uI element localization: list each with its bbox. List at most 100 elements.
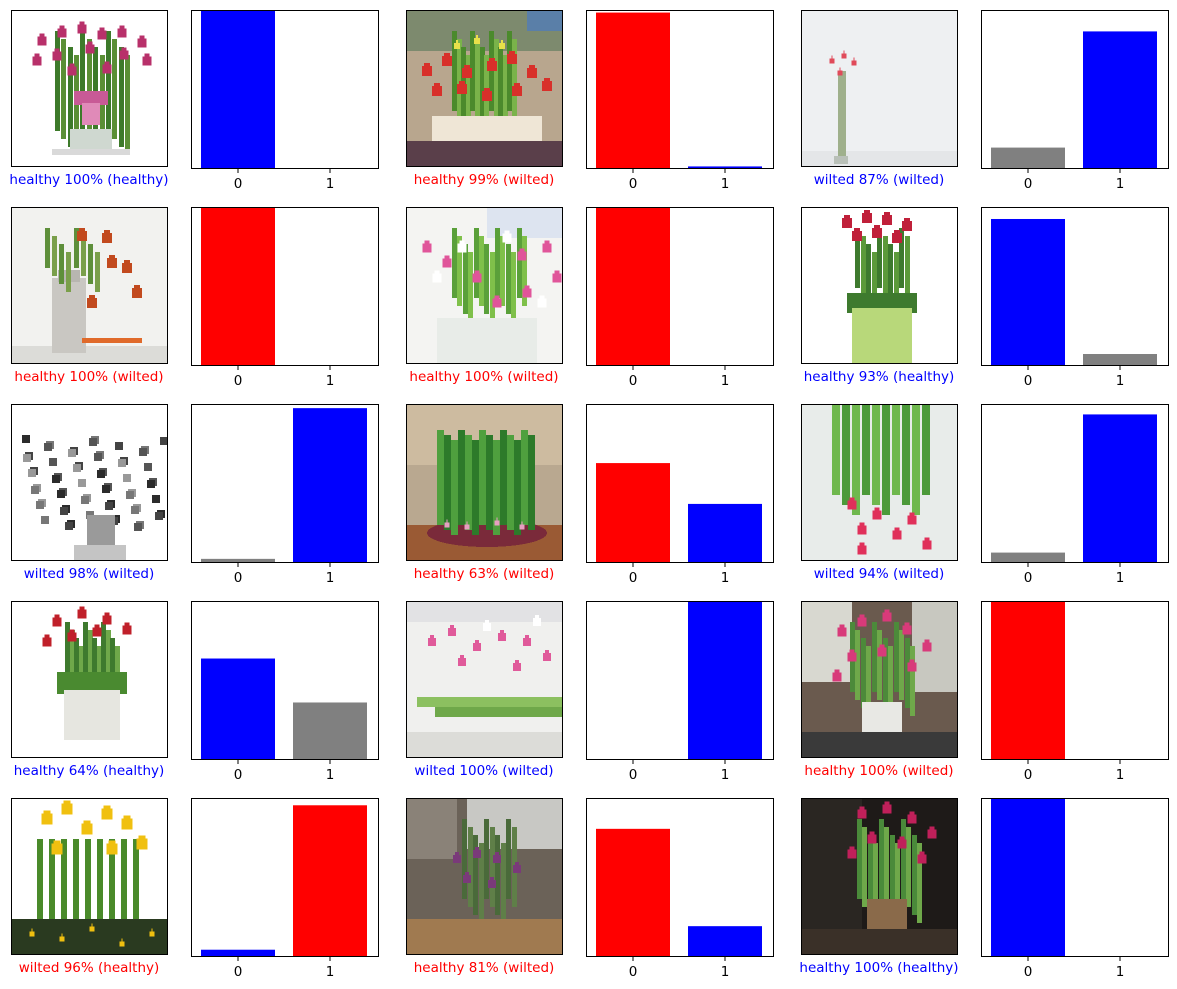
x-tick-label: 1: [1116, 176, 1125, 192]
sample-image: [11, 601, 168, 758]
x-tick-label: 0: [629, 373, 638, 389]
prediction-caption: healthy 100% (healthy): [9, 172, 169, 188]
x-tick-label: 0: [1024, 373, 1033, 389]
bar-class-0: [201, 558, 275, 562]
sample-image: [11, 207, 168, 364]
bar-class-0: [991, 602, 1065, 759]
sample-image: [406, 601, 563, 758]
bar-class-1: [688, 602, 762, 759]
drooping-red-tulips-icon: [12, 208, 167, 363]
x-tick-label: 1: [721, 176, 730, 192]
sample-image: [801, 601, 958, 758]
pink-white-bouquet-icon: [407, 208, 562, 363]
x-tick-label: 1: [1116, 570, 1125, 586]
prediction-caption: healthy 93% (healthy): [803, 369, 955, 385]
red-tulips-white-pot-icon: [12, 602, 167, 757]
sample-image: [11, 798, 168, 955]
bar-class-1: [688, 926, 762, 956]
x-tick-label: 0: [629, 964, 638, 980]
x-tick-label: 0: [234, 570, 243, 586]
bar-class-1: [688, 166, 762, 168]
bar-class-0: [991, 799, 1065, 956]
bar-class-0: [596, 828, 670, 956]
x-tick-label: 0: [629, 767, 638, 783]
prediction-caption: healthy 63% (wilted): [413, 566, 555, 582]
sample-image: [801, 10, 958, 167]
prediction-caption: healthy 64% (healthy): [13, 763, 165, 779]
x-tick-label: 0: [234, 176, 243, 192]
x-tick-label: 0: [234, 767, 243, 783]
grayscale-bouquet-icon: [12, 405, 167, 560]
sample-image: [406, 207, 563, 364]
x-tick-label: 0: [1024, 964, 1033, 980]
prediction-caption: wilted 94% (wilted): [813, 566, 945, 582]
prediction-caption: wilted 96% (healthy): [18, 960, 160, 976]
prediction-caption: healthy 99% (wilted): [413, 172, 555, 188]
red-flowers-table-icon: [407, 11, 562, 166]
x-tick-label: 1: [326, 373, 335, 389]
bar-class-1: [293, 702, 367, 759]
prediction-caption: healthy 100% (wilted): [409, 369, 559, 385]
prediction-caption: healthy 100% (wilted): [14, 369, 164, 385]
prediction-caption: wilted 98% (wilted): [23, 566, 155, 582]
prediction-caption: healthy 81% (wilted): [413, 960, 555, 976]
purple-bouquet-room-icon: [407, 799, 562, 954]
prediction-caption: wilted 100% (wilted): [414, 763, 554, 779]
pink-tulips-bow-icon: [12, 11, 167, 166]
bar-class-1: [688, 503, 762, 562]
bar-class-0: [991, 147, 1065, 168]
x-tick-label: 0: [234, 373, 243, 389]
sample-image: [801, 404, 958, 561]
bar-class-0: [596, 12, 670, 168]
prediction-caption: healthy 100% (wilted): [804, 763, 954, 779]
magenta-flowers-dark-icon: [802, 799, 957, 954]
x-tick-label: 0: [1024, 176, 1033, 192]
bar-class-1: [1083, 414, 1157, 562]
bar-class-1: [293, 408, 367, 562]
single-stem-vase-icon: [802, 11, 957, 166]
sample-image: [801, 207, 958, 364]
x-tick-label: 0: [629, 176, 638, 192]
bar-class-0: [991, 218, 1065, 365]
bar-class-0: [991, 552, 1065, 562]
bar-class-1: [1083, 354, 1157, 365]
sample-image: [11, 404, 168, 561]
bar-class-0: [201, 11, 275, 168]
hanging-pink-tulips-icon: [802, 405, 957, 560]
x-tick-label: 1: [1116, 964, 1125, 980]
x-tick-label: 1: [721, 570, 730, 586]
x-tick-label: 0: [1024, 767, 1033, 783]
prediction-caption: healthy 100% (healthy): [799, 960, 959, 976]
x-tick-label: 1: [721, 767, 730, 783]
x-tick-label: 1: [721, 964, 730, 980]
bar-class-0: [201, 208, 275, 365]
x-tick-label: 1: [721, 373, 730, 389]
bar-class-1: [1083, 31, 1157, 168]
red-tulips-green-pot-icon: [802, 208, 957, 363]
bar-class-0: [596, 208, 670, 365]
bar-class-0: [596, 463, 670, 562]
x-tick-label: 1: [326, 570, 335, 586]
pink-tulips-window-icon: [802, 602, 957, 757]
sample-image: [406, 10, 563, 167]
x-tick-label: 0: [1024, 570, 1033, 586]
sample-image: [406, 404, 563, 561]
x-tick-label: 1: [326, 767, 335, 783]
sample-image: [11, 10, 168, 167]
sample-image: [801, 798, 958, 955]
prediction-caption: wilted 87% (wilted): [813, 172, 945, 188]
